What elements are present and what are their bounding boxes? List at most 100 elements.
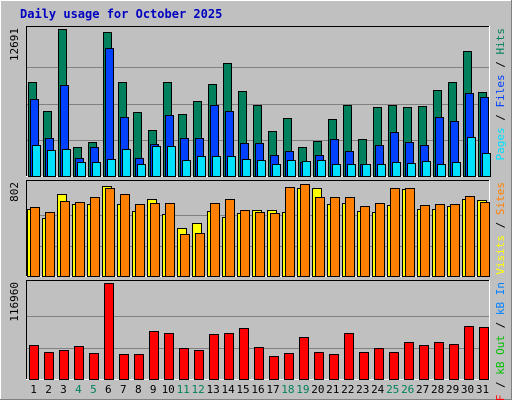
- day-label-7: 7: [120, 383, 127, 396]
- bar-kb-f-day-7: [119, 354, 129, 380]
- bar-pages-day-9: [152, 146, 161, 177]
- legend-part: /: [494, 55, 507, 75]
- day-label-24: 24: [371, 383, 385, 396]
- day-label-16: 16: [251, 383, 264, 396]
- day-label-1: 1: [30, 383, 37, 396]
- bar-kb-f-day-14: [224, 333, 234, 380]
- bar-sites-day-21: [330, 197, 340, 277]
- bar-kb-f-day-29: [449, 344, 459, 380]
- day-label-9: 9: [150, 383, 157, 396]
- right-legend: Visits / Sites: [494, 182, 507, 275]
- bar-sites-day-27: [420, 205, 430, 277]
- day-label-27: 27: [416, 383, 429, 396]
- bar-sites-day-1: [30, 207, 40, 277]
- bar-sites-day-17: [270, 213, 280, 277]
- bar-kb-f-day-6: [104, 283, 114, 380]
- bar-sites-day-31: [480, 202, 490, 277]
- bar-pages-day-29: [452, 162, 461, 177]
- bar-pages-day-16: [257, 160, 266, 177]
- legend-part: /: [494, 215, 507, 235]
- legend-part: Files: [494, 74, 507, 107]
- legend-part: kB In: [494, 282, 507, 315]
- bar-pages-day-27: [422, 161, 431, 177]
- bar-pages-day-4: [77, 162, 86, 177]
- bar-sites-day-29: [450, 204, 460, 277]
- bar-sites-day-28: [435, 204, 445, 277]
- bar-sites-day-26: [405, 188, 415, 277]
- bar-pages-day-11: [182, 160, 191, 177]
- bar-sites-day-16: [255, 212, 265, 277]
- bar-kb-f-day-2: [44, 352, 54, 380]
- bar-kb-f-day-20: [314, 352, 324, 380]
- bar-kb-f-day-27: [419, 345, 429, 380]
- bar-pages-day-13: [212, 156, 221, 177]
- day-label-5: 5: [90, 383, 97, 396]
- day-label-11: 11: [177, 383, 190, 396]
- bar-kb-f-day-5: [89, 353, 99, 380]
- bar-kb-f-day-12: [194, 350, 204, 380]
- day-label-30: 30: [461, 383, 474, 396]
- legend-part: kB F: [494, 395, 507, 400]
- bar-kb-f-day-13: [209, 334, 219, 380]
- panel-1: 12691 Pages / Files / Hits: [8, 26, 507, 177]
- bar-sites-day-3: [60, 201, 70, 277]
- bar-kb-f-day-16: [254, 347, 264, 380]
- bar-pages-day-18: [287, 160, 296, 177]
- panel-3: 116960 kB F / kB Out / kB In: [8, 280, 507, 404]
- bar-pages-day-7: [122, 149, 131, 177]
- chart-title: Daily usage for October 2025: [20, 7, 222, 21]
- day-label-13: 13: [206, 383, 219, 396]
- bar-pages-day-17: [272, 164, 281, 177]
- bar-kb-f-day-17: [269, 356, 279, 380]
- bar-pages-day-19: [302, 161, 311, 177]
- bar-sites-day-5: [90, 197, 100, 277]
- bar-pages-day-30: [467, 137, 476, 177]
- bar-pages-day-8: [137, 164, 146, 177]
- bar-kb-f-day-9: [149, 331, 159, 380]
- day-label-20: 20: [311, 383, 324, 396]
- bar-kb-f-day-19: [299, 337, 309, 380]
- day-label-15: 15: [236, 383, 249, 396]
- legend-part: Hits: [494, 28, 507, 55]
- bar-sites-day-6: [105, 188, 115, 277]
- bar-kb-f-day-3: [59, 350, 69, 380]
- legend-part: Sites: [494, 182, 507, 215]
- bar-sites-day-22: [345, 197, 355, 277]
- bar-kb-f-day-10: [164, 333, 174, 380]
- bar-kb-f-day-30: [464, 326, 474, 380]
- bar-files-day-6: [105, 48, 114, 177]
- bar-pages-day-21: [332, 164, 341, 177]
- bar-kb-f-day-25: [389, 352, 399, 380]
- bar-pages-day-15: [242, 159, 251, 177]
- bar-sites-day-9: [150, 203, 160, 277]
- bar-kb-f-day-1: [29, 345, 39, 380]
- bar-pages-day-31: [482, 153, 491, 177]
- legend-part: Pages: [494, 127, 507, 160]
- bar-kb-f-day-23: [359, 352, 369, 380]
- bar-pages-day-25: [392, 162, 401, 177]
- bar-sites-day-7: [120, 194, 130, 277]
- bar-sites-day-30: [465, 196, 475, 277]
- bar-sites-day-10: [165, 203, 175, 277]
- day-axis-labels: 1 2 3 4 5 6 7 8 9 10 11 12 13 14 15 16 17 18 19 20 21 22 23 24 2…: [30, 383, 489, 396]
- day-label-3: 3: [60, 383, 67, 396]
- right-legend: Pages / Files / Hits: [494, 28, 507, 161]
- bar-sites-day-13: [210, 203, 220, 277]
- bar-kb-f-day-15: [239, 328, 249, 380]
- day-label-18: 18: [281, 383, 294, 396]
- bar-pages-day-28: [437, 164, 446, 177]
- bar-kb-f-day-28: [434, 342, 444, 380]
- bar-kb-f-day-21: [329, 354, 339, 380]
- day-label-2: 2: [45, 383, 52, 396]
- day-label-28: 28: [431, 383, 444, 396]
- legend-part: Visits: [494, 235, 507, 275]
- legend-part: /: [494, 315, 507, 335]
- bar-pages-day-3: [62, 149, 71, 177]
- bar-kb-f-day-18: [284, 353, 294, 380]
- bar-kb-f-day-22: [344, 333, 354, 380]
- day-label-17: 17: [266, 383, 279, 396]
- bar-pages-day-2: [47, 150, 56, 177]
- bar-sites-day-23: [360, 206, 370, 277]
- bar-sites-day-24: [375, 203, 385, 277]
